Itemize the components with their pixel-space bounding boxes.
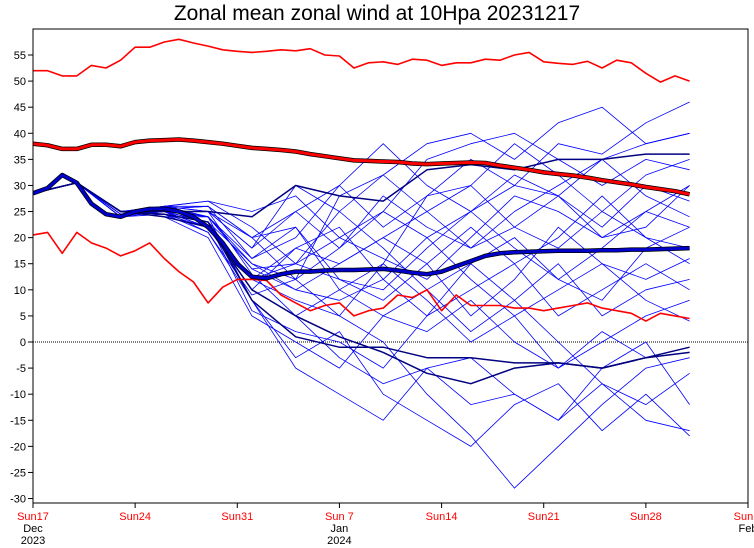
climatology-mean-line	[33, 138, 690, 196]
y-tick-label: 40	[14, 128, 26, 140]
ensemble-member-line-2	[33, 101, 690, 239]
highlight-member-line-3	[33, 182, 690, 369]
y-tick-label: 15	[14, 259, 26, 271]
ensemble-member-line-19	[33, 158, 690, 249]
series-group	[33, 38, 748, 489]
x-tick-label: Sun 4	[734, 511, 754, 523]
x-tick-month: Jan	[331, 523, 349, 535]
ensemble-member-line-9	[33, 182, 690, 489]
y-tick-label: 0	[20, 337, 26, 349]
ensemble-mean-line	[33, 173, 690, 280]
y-tick-label: -20	[10, 441, 26, 453]
ensemble-member-line-13	[33, 182, 690, 421]
y-tick-label: 55	[14, 50, 26, 62]
x-tick-label: Sun21	[528, 511, 560, 523]
y-tick-label: -30	[10, 494, 26, 506]
x-tick-label: Sun28	[630, 511, 662, 523]
x-tick-month: Dec	[23, 523, 43, 535]
x-tick-label: Sun31	[221, 511, 253, 523]
y-tick-label: 10	[14, 285, 26, 297]
y-tick-label: -25	[10, 467, 26, 479]
ensemble-member-line-22	[33, 182, 690, 301]
x-tick-year: 2023	[21, 535, 45, 547]
ensemble-member-line-16	[33, 182, 690, 301]
x-tick-label: Sun24	[119, 511, 151, 523]
y-tick-label: 25	[14, 207, 26, 219]
chart-title: Zonal mean zonal wind at 10Hpa 20231217	[173, 2, 581, 25]
climatology-max-line	[33, 38, 690, 83]
x-tick-month: Feb	[739, 523, 754, 535]
x-tick-label: Sun 7	[325, 511, 354, 523]
ensemble-member-line-20	[33, 182, 690, 432]
y-tick-label: 20	[14, 233, 26, 245]
y-tick-label: 35	[14, 154, 26, 166]
ensemble-member-line-3	[33, 182, 690, 421]
x-tick-year: 2024	[327, 535, 351, 547]
y-tick-label: -15	[10, 415, 26, 427]
y-tick-label: 50	[14, 76, 26, 88]
y-tick-label: 5	[20, 311, 26, 323]
y-tick-label: 45	[14, 102, 26, 114]
x-tick-label: Sun17	[17, 511, 49, 523]
climatology-min-line	[33, 231, 690, 322]
y-tick-label: -5	[16, 363, 26, 375]
x-tick-label: Sun14	[426, 511, 458, 523]
ensemble-member-line-24	[33, 182, 690, 280]
plot-frame	[32, 28, 749, 504]
y-tick-label: -10	[10, 389, 26, 401]
ensemble-member-line-1	[33, 132, 690, 301]
climatology-mean-line-outline	[33, 137, 691, 197]
y-tick-label: 30	[14, 180, 26, 192]
